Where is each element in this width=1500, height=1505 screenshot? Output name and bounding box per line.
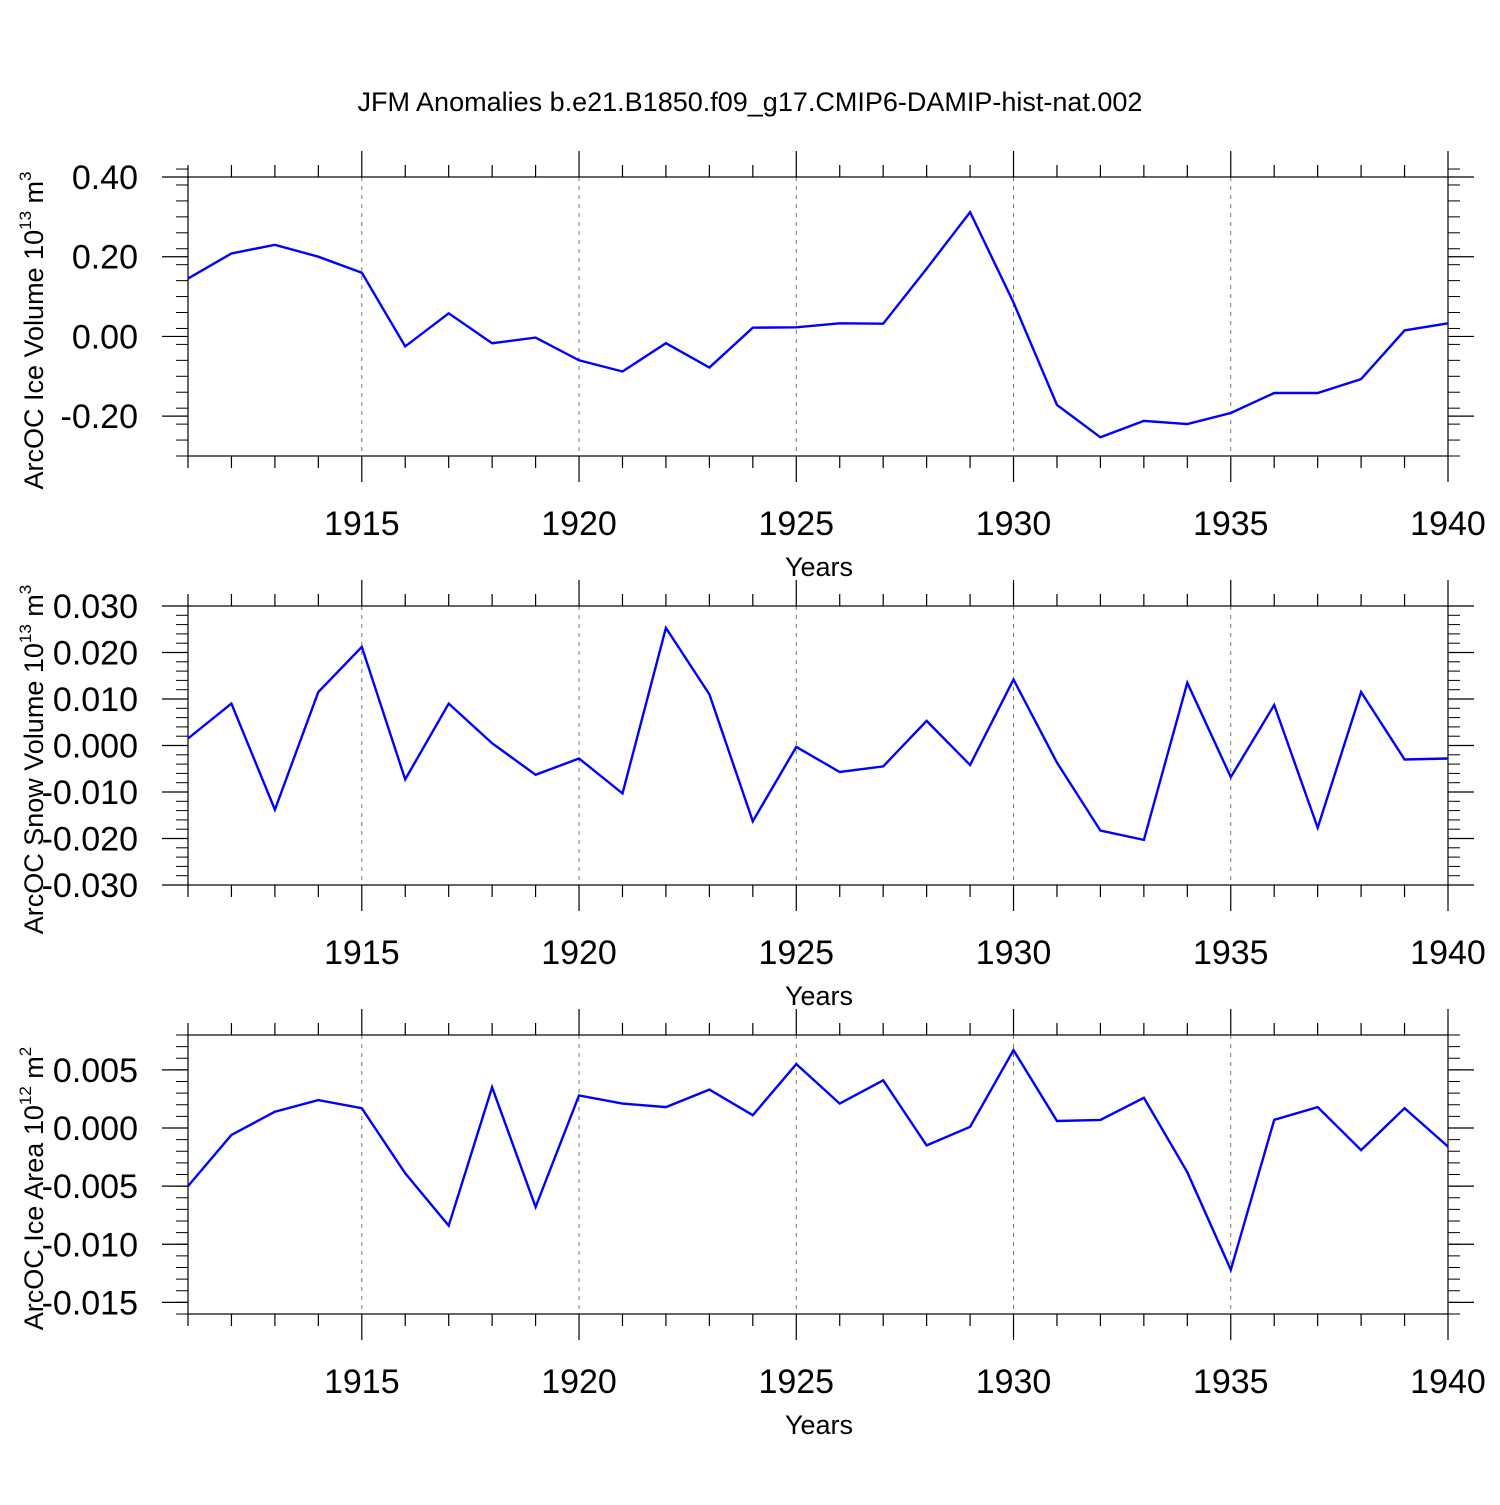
y-tick-label: 0.000 — [53, 728, 138, 766]
chart-panel-3: -0.015 -0.010 -0.005 0.000 0.005 1915 1920 1925… — [16, 1009, 1486, 1440]
y-tick-label: 0.000 — [53, 1110, 138, 1148]
plot-frame — [188, 606, 1448, 885]
y-tick-label: -0.020 — [42, 821, 138, 859]
series-line — [188, 628, 1448, 840]
y-axis-label-part: ArcOC Ice Volume 10 — [19, 230, 49, 490]
y-axis-label-superscript: 13 — [16, 624, 35, 643]
figure-title: JFM Anomalies b.e21.B1850.f09_g17.CMIP6-… — [358, 87, 1143, 117]
y-axis-label-superscript: 3 — [16, 171, 35, 180]
x-tick-label: 1925 — [758, 934, 834, 972]
y-axis-label-part: m — [19, 1056, 49, 1086]
x-tick-label: 1940 — [1410, 505, 1486, 543]
y-axis-label-part: m — [19, 594, 49, 624]
x-axis-label: Years — [785, 552, 853, 582]
y-tick-label: -0.005 — [42, 1168, 138, 1206]
y-tick-label: -0.030 — [42, 867, 138, 905]
y-tick-label: 0.020 — [53, 635, 138, 673]
y-tick-label: -0.20 — [61, 398, 139, 436]
x-tick-label: 1915 — [324, 1363, 400, 1401]
x-tick-label: 1935 — [1193, 505, 1269, 543]
y-tick-label: 0.010 — [53, 681, 138, 719]
y-axis-label-superscript: 2 — [16, 1047, 35, 1056]
y-tick-label: 0.005 — [53, 1052, 138, 1090]
x-tick-label: 1940 — [1410, 1363, 1486, 1401]
y-axis-label-part: ArcOC Ice Area 10 — [19, 1105, 49, 1330]
x-tick-label: 1920 — [541, 505, 617, 543]
plot-frame — [188, 177, 1448, 456]
x-tick-label: 1940 — [1410, 934, 1486, 972]
y-tick-label: -0.010 — [42, 1226, 138, 1264]
y-tick-label: -0.010 — [42, 774, 138, 812]
x-tick-label: 1920 — [541, 934, 617, 972]
x-tick-label: 1930 — [976, 505, 1052, 543]
y-axis-label-part: ArcOC Snow Volume 10 — [19, 643, 49, 934]
y-axis-label-superscript: 12 — [16, 1086, 35, 1105]
x-tick-label: 1935 — [1193, 934, 1269, 972]
x-axis-label: Years — [785, 981, 853, 1011]
y-axis-label-superscript: 13 — [16, 211, 35, 230]
x-tick-label: 1925 — [758, 1363, 834, 1401]
x-tick-label: 1920 — [541, 1363, 617, 1401]
y-axis-label: ArcOC Ice Area 1012 m2 — [16, 1047, 49, 1331]
y-tick-label: 0.030 — [53, 588, 138, 626]
y-axis-label-superscript: 3 — [16, 585, 35, 594]
series-line — [188, 212, 1448, 437]
y-tick-label: 0.20 — [72, 239, 138, 277]
x-tick-label: 1925 — [758, 505, 834, 543]
x-tick-label: 1930 — [976, 1363, 1052, 1401]
y-axis-label-part: m — [19, 181, 49, 211]
y-tick-label: 0.40 — [72, 159, 138, 197]
y-tick-label: -0.015 — [42, 1284, 138, 1322]
x-tick-label: 1935 — [1193, 1363, 1269, 1401]
x-tick-label: 1915 — [324, 505, 400, 543]
x-axis-label: Years — [785, 1410, 853, 1440]
y-axis-label: ArcOC Ice Volume 1013 m3 — [16, 171, 49, 489]
series-line — [188, 1050, 1448, 1270]
x-tick-label: 1930 — [976, 934, 1052, 972]
chart-panel-2: -0.030 -0.020 -0.010 0.000 0.010 0.020 0.030 19… — [16, 580, 1486, 1011]
y-axis-label: ArcOC Snow Volume 1013 m3 — [16, 585, 49, 935]
x-tick-label: 1915 — [324, 934, 400, 972]
chart-panel-1: -0.20 0.00 0.20 0.40 1915 1920 1925 1930 1935 194… — [16, 151, 1486, 582]
y-tick-label: 0.00 — [72, 318, 138, 356]
